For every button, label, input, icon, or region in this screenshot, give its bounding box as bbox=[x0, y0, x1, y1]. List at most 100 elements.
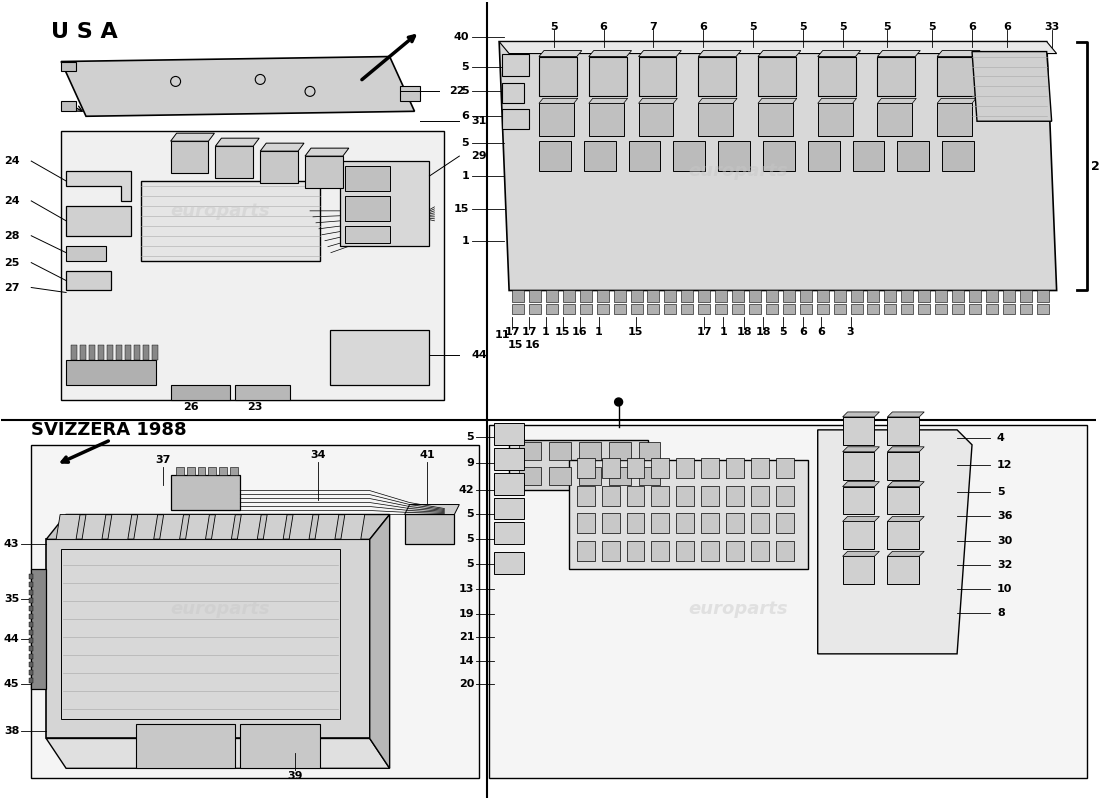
Polygon shape bbox=[698, 57, 736, 96]
Polygon shape bbox=[986, 305, 998, 314]
Bar bbox=[701, 514, 719, 534]
Text: 38: 38 bbox=[4, 726, 20, 735]
Polygon shape bbox=[580, 305, 592, 314]
Bar bbox=[30, 614, 33, 619]
Polygon shape bbox=[66, 171, 131, 201]
Bar bbox=[30, 678, 33, 682]
Text: 5: 5 bbox=[799, 22, 806, 32]
Polygon shape bbox=[89, 346, 95, 360]
Polygon shape bbox=[305, 148, 349, 156]
Polygon shape bbox=[62, 550, 340, 718]
Text: 5: 5 bbox=[883, 22, 891, 32]
Text: europarts: europarts bbox=[170, 202, 271, 220]
Bar bbox=[494, 498, 524, 519]
Polygon shape bbox=[868, 290, 879, 302]
Bar bbox=[843, 556, 874, 584]
Text: 31: 31 bbox=[471, 116, 486, 126]
Polygon shape bbox=[935, 305, 947, 314]
Bar bbox=[30, 670, 33, 674]
Polygon shape bbox=[344, 226, 389, 242]
Polygon shape bbox=[539, 103, 574, 136]
Polygon shape bbox=[698, 98, 737, 103]
Polygon shape bbox=[341, 514, 365, 539]
Bar bbox=[776, 542, 794, 562]
Text: 40: 40 bbox=[454, 32, 470, 42]
Text: 32: 32 bbox=[997, 560, 1012, 570]
Text: 25: 25 bbox=[4, 258, 20, 268]
Polygon shape bbox=[539, 141, 571, 171]
Bar bbox=[30, 598, 33, 603]
Text: 17: 17 bbox=[521, 327, 537, 338]
Text: 3: 3 bbox=[847, 327, 855, 338]
Text: 41: 41 bbox=[420, 450, 436, 460]
Polygon shape bbox=[638, 50, 681, 57]
Bar bbox=[219, 466, 228, 474]
Polygon shape bbox=[344, 166, 389, 191]
Bar bbox=[627, 486, 645, 506]
Bar bbox=[30, 574, 33, 579]
Polygon shape bbox=[935, 290, 947, 302]
Polygon shape bbox=[758, 57, 795, 96]
Bar bbox=[627, 458, 645, 478]
Bar bbox=[576, 542, 595, 562]
Text: 5: 5 bbox=[928, 22, 936, 32]
Polygon shape bbox=[969, 290, 981, 302]
Text: 15: 15 bbox=[454, 204, 470, 214]
Bar bbox=[776, 514, 794, 534]
Polygon shape bbox=[46, 514, 389, 539]
Polygon shape bbox=[918, 305, 931, 314]
Polygon shape bbox=[898, 141, 929, 171]
Polygon shape bbox=[648, 290, 659, 302]
Bar bbox=[602, 486, 619, 506]
Polygon shape bbox=[937, 103, 972, 136]
Polygon shape bbox=[664, 290, 676, 302]
Polygon shape bbox=[186, 514, 209, 539]
Text: 18: 18 bbox=[756, 327, 771, 338]
Text: 5: 5 bbox=[550, 22, 558, 32]
Bar bbox=[843, 452, 874, 480]
Bar bbox=[751, 514, 769, 534]
Text: 44: 44 bbox=[471, 350, 487, 360]
Polygon shape bbox=[216, 146, 253, 178]
Bar bbox=[627, 514, 645, 534]
Polygon shape bbox=[141, 181, 320, 261]
Text: 30: 30 bbox=[997, 536, 1012, 546]
Polygon shape bbox=[263, 514, 287, 539]
Polygon shape bbox=[31, 570, 46, 689]
Text: 17: 17 bbox=[696, 327, 712, 338]
Polygon shape bbox=[170, 141, 209, 173]
Polygon shape bbox=[888, 551, 924, 556]
Polygon shape bbox=[884, 305, 896, 314]
Bar bbox=[494, 552, 524, 574]
Text: 5: 5 bbox=[462, 138, 470, 148]
Polygon shape bbox=[261, 151, 298, 183]
Polygon shape bbox=[664, 305, 676, 314]
Polygon shape bbox=[807, 141, 839, 171]
Polygon shape bbox=[698, 290, 711, 302]
Polygon shape bbox=[638, 103, 673, 136]
Bar bbox=[701, 542, 719, 562]
Polygon shape bbox=[937, 57, 975, 96]
Bar bbox=[494, 423, 524, 445]
Polygon shape bbox=[62, 102, 76, 111]
Polygon shape bbox=[888, 482, 924, 486]
Text: 5: 5 bbox=[749, 22, 757, 32]
Bar bbox=[726, 486, 744, 506]
Polygon shape bbox=[816, 305, 828, 314]
Polygon shape bbox=[628, 141, 660, 171]
Text: 27: 27 bbox=[3, 282, 20, 293]
Text: 11: 11 bbox=[494, 330, 510, 340]
Text: 13: 13 bbox=[459, 584, 474, 594]
Polygon shape bbox=[370, 514, 389, 768]
Polygon shape bbox=[884, 290, 896, 302]
Text: 39: 39 bbox=[287, 771, 303, 782]
Polygon shape bbox=[539, 98, 578, 103]
Text: 4: 4 bbox=[997, 433, 1004, 443]
Polygon shape bbox=[584, 141, 616, 171]
Text: 1: 1 bbox=[719, 327, 727, 338]
Polygon shape bbox=[783, 305, 795, 314]
Polygon shape bbox=[46, 539, 370, 738]
Text: 6: 6 bbox=[799, 327, 806, 338]
Polygon shape bbox=[124, 346, 131, 360]
Bar bbox=[30, 582, 33, 587]
